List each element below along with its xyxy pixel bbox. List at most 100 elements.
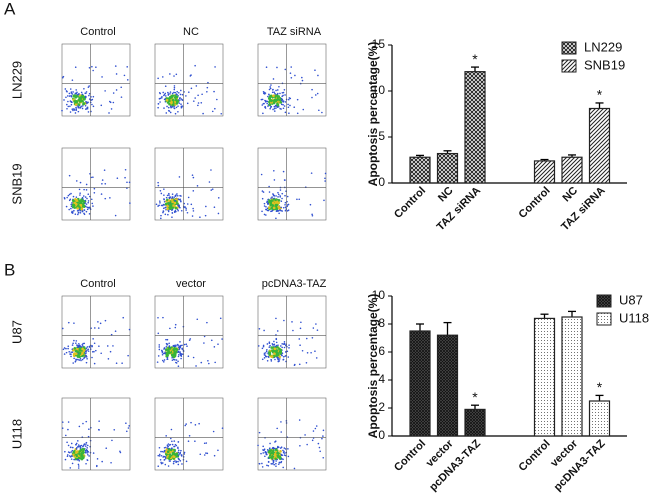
cell-dot — [177, 91, 180, 94]
cell-dot — [278, 98, 282, 102]
cell-dot — [87, 450, 90, 453]
cell-dot — [128, 425, 130, 427]
cell-dot — [170, 105, 172, 107]
cell-dot — [183, 453, 186, 455]
cell-dot — [160, 454, 163, 457]
cell-dot — [276, 210, 278, 212]
cell-dot — [205, 452, 207, 454]
cell-dot — [314, 94, 317, 96]
cell-dot — [293, 467, 296, 470]
plot-frame — [257, 397, 327, 471]
cell-dot — [177, 344, 179, 347]
cell-dot — [114, 214, 117, 217]
cell-dot — [276, 427, 278, 430]
cell-dot — [174, 112, 177, 115]
cell-dot — [301, 79, 304, 82]
cell-dot — [318, 446, 321, 449]
cell-dot — [274, 203, 278, 207]
cell-dot — [160, 450, 162, 453]
cell-dot — [90, 198, 93, 201]
cell-dot — [78, 352, 82, 355]
cell-dot — [192, 100, 195, 102]
cell-dot — [173, 196, 175, 198]
cell-dot — [283, 88, 286, 91]
cell-dot — [273, 169, 275, 172]
cell-dot — [178, 458, 181, 461]
cell-dot — [219, 317, 222, 320]
y-tick-label: 10 — [372, 288, 386, 302]
cell-dot — [81, 105, 84, 107]
cell-dot — [72, 453, 75, 457]
cell-dot — [84, 350, 87, 353]
cell-dot — [79, 99, 83, 102]
cell-dot — [312, 430, 315, 432]
cell-dot — [282, 107, 285, 110]
plot-frame — [61, 397, 131, 471]
cell-dot — [282, 355, 285, 358]
cell-dot — [261, 104, 264, 106]
cell-dot — [98, 420, 100, 422]
bar — [436, 152, 459, 184]
cell-dot — [160, 214, 162, 217]
cell-dot — [157, 106, 159, 109]
cell-dot — [83, 87, 85, 90]
cell-dot — [270, 451, 274, 455]
cell-dot — [76, 458, 79, 461]
cell-dot — [96, 458, 99, 460]
cell-dot — [284, 209, 287, 212]
cell-dot — [280, 421, 282, 423]
cell-dot — [177, 365, 180, 368]
cell-dot — [192, 190, 195, 192]
cell-dot — [92, 95, 95, 98]
cell-dot — [115, 362, 118, 365]
significance-mark: * — [472, 51, 478, 67]
cell-dot — [186, 345, 188, 347]
cell-dot — [213, 346, 216, 348]
cell-dot — [112, 92, 115, 94]
cell-dot — [169, 73, 171, 75]
cell-dot — [179, 99, 181, 101]
cell-dot — [176, 193, 178, 195]
cell-dot — [176, 208, 179, 211]
column-heading: pcDNA3-TAZ — [262, 278, 327, 290]
cell-dot — [221, 427, 224, 429]
cell-dot — [267, 457, 270, 460]
cell-dot — [277, 360, 280, 363]
cell-dot — [187, 440, 190, 443]
cell-dot — [67, 347, 69, 350]
cell-dot — [167, 91, 169, 94]
cell-dot — [306, 443, 308, 446]
cell-dot — [87, 193, 90, 196]
cell-dot — [281, 192, 284, 195]
cell-dot — [101, 182, 103, 185]
cell-dot — [125, 430, 128, 433]
cell-dot — [283, 447, 286, 449]
cell-dot — [316, 329, 319, 331]
cell-dot — [162, 211, 164, 214]
cell-dot — [192, 210, 195, 212]
bar — [436, 334, 459, 437]
x-tick-label: Control — [392, 438, 428, 474]
cell-dot — [263, 448, 266, 450]
cell-dot — [70, 353, 72, 356]
cell-dot — [74, 66, 77, 68]
cell-dot — [84, 202, 86, 204]
cell-dot — [172, 462, 175, 465]
cell-dot — [181, 347, 183, 350]
cell-dot — [213, 206, 216, 208]
cell-dot — [179, 93, 182, 96]
cell-dot — [81, 107, 84, 110]
cell-dot — [261, 197, 264, 200]
cell-dot — [314, 350, 316, 352]
cell-dot — [68, 95, 71, 97]
cell-dot — [166, 344, 168, 346]
cell-dot — [71, 199, 75, 202]
cell-dot — [276, 89, 279, 91]
cell-dot — [168, 206, 172, 210]
cell-dot — [284, 204, 286, 206]
cell-dot — [177, 360, 179, 363]
cell-dot — [180, 357, 182, 360]
bar — [588, 400, 611, 437]
cell-dot — [171, 197, 174, 199]
cell-dot — [269, 86, 271, 88]
